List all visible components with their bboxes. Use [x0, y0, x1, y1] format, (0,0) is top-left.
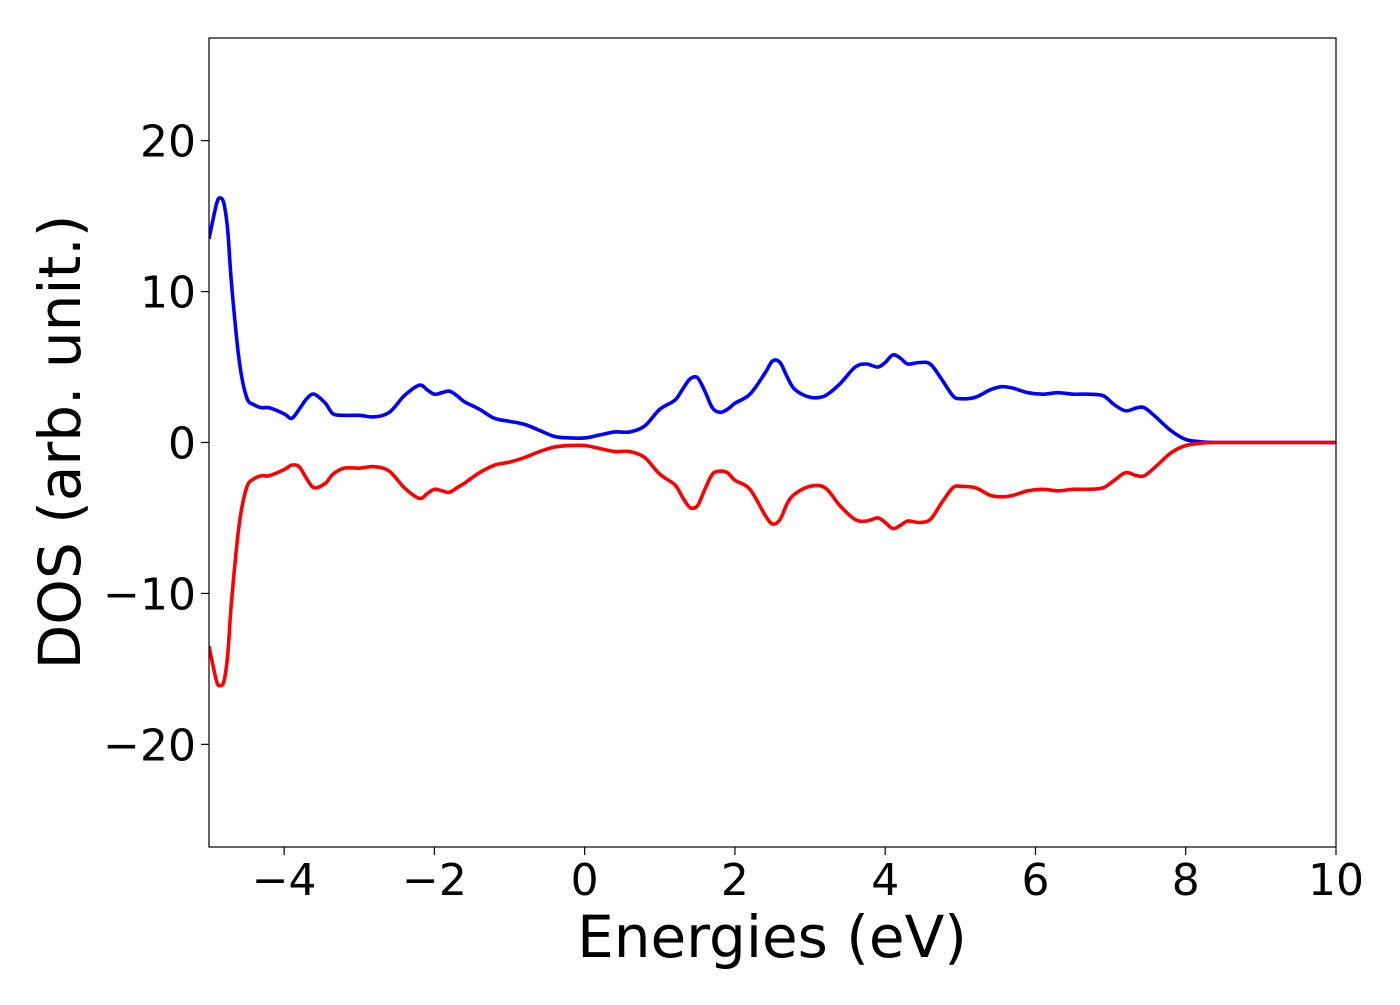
y-tick-label: −20 [103, 720, 196, 771]
y-tick-label: 10 [140, 268, 196, 319]
x-tick-label: 2 [721, 855, 749, 906]
series-line-spin-up [209, 196, 1336, 445]
x-tick-label: −4 [252, 855, 317, 906]
y-tick-label: −10 [103, 569, 196, 620]
series-line-spin-down [209, 440, 1336, 688]
y-axis-ticks: −20 −10 0 10 20 [103, 117, 209, 771]
x-tick-label: 6 [1021, 855, 1049, 906]
x-tick-label: 10 [1308, 855, 1364, 906]
x-axis-ticks: −4 −2 0 2 4 6 8 10 [252, 847, 1364, 906]
y-tick-label: 20 [140, 117, 196, 168]
x-tick-label: 4 [871, 855, 899, 906]
x-tick-label: −2 [402, 855, 467, 906]
x-tick-label: 8 [1172, 855, 1200, 906]
series-layer [209, 196, 1336, 688]
y-axis-label: DOS (arb. unit.) [26, 215, 94, 670]
y-tick-label: 0 [168, 419, 196, 470]
plot-frame [208, 37, 1337, 848]
x-tick-label: 0 [571, 855, 599, 906]
x-axis-label: Energies (eV) [577, 903, 967, 971]
